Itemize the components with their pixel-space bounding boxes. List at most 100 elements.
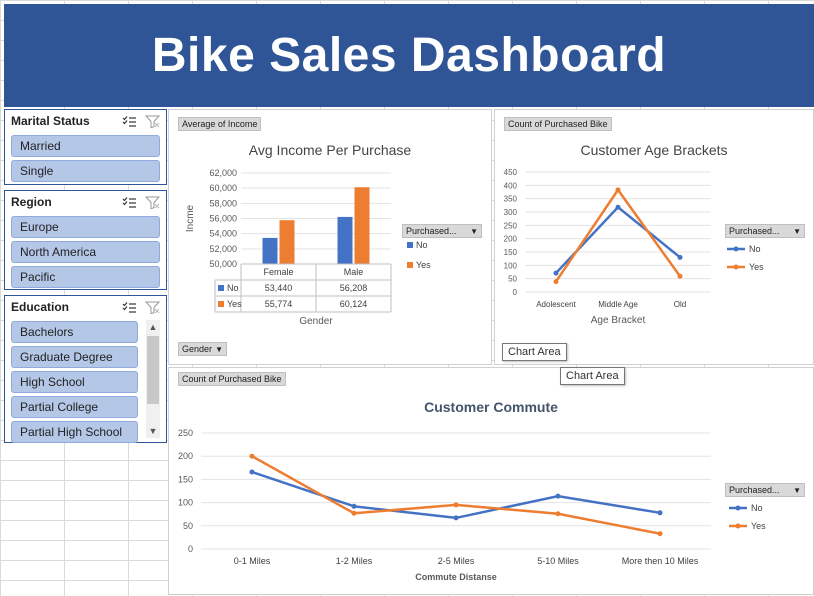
slicer-title: Education [11, 300, 70, 314]
table-series-label: No [227, 283, 239, 293]
multi-select-icon[interactable] [122, 196, 137, 209]
slicer-item[interactable]: Married [11, 135, 160, 157]
clear-filter-icon[interactable] [145, 301, 160, 314]
legend-marker [735, 505, 741, 511]
y-tick-label: 0 [513, 288, 518, 297]
y-tick-label: 50,000 [209, 259, 237, 269]
chart-area-tooltip: Chart Area [502, 343, 567, 361]
slicer-item[interactable]: Graduate Degree [11, 346, 138, 368]
y-tick-label: 450 [504, 168, 518, 177]
y-tick-label: 0 [188, 544, 193, 554]
y-tick-label: 58,000 [209, 198, 237, 208]
chart-panel-age[interactable]: Count of Purchased Bike Customer Age Bra… [494, 109, 814, 365]
axis-field-label: Gender [182, 344, 213, 354]
y-tick-label: 50 [183, 521, 193, 531]
legend-field-label: Purchased... [406, 226, 457, 236]
y-axis-label: Incme [185, 204, 196, 232]
slicer-education: Education Bachelors Graduate Degree High S… [4, 295, 167, 443]
data-point-no [553, 270, 559, 276]
y-tick-label: 56,000 [209, 214, 237, 224]
multi-select-icon[interactable] [122, 115, 137, 128]
x-tick-label: Female [263, 267, 293, 277]
legend-key-yes [407, 262, 413, 268]
scroll-up-icon[interactable]: ▲ [148, 322, 158, 332]
chart-title: Avg Income Per Purchase [248, 142, 412, 158]
slicer-item[interactable]: North America [11, 241, 160, 263]
slicer-item[interactable]: Single [11, 160, 160, 182]
x-tick-label: Adolescent [536, 300, 576, 309]
x-tick-label: 2-5 Miles [438, 556, 475, 566]
legend-field-button[interactable]: Purchased... ▼ [725, 483, 805, 497]
y-tick-label: 100 [504, 261, 518, 270]
clear-filter-icon[interactable] [145, 196, 160, 209]
commute-line-chart: 0 50 100 150 200 250 0-1 Miles 1-2 Miles 2-5 Mil… [178, 428, 766, 582]
dropdown-arrow-icon: ▼ [793, 227, 801, 236]
data-point-yes [615, 187, 621, 193]
slicer-item[interactable]: Bachelors [11, 321, 138, 343]
multi-select-icon[interactable] [122, 301, 137, 314]
legend-marker [733, 246, 739, 252]
dropdown-arrow-icon: ▼ [470, 227, 478, 236]
data-label: 53,440 [265, 283, 293, 293]
data-point-yes [555, 511, 561, 517]
legend-field-label: Purchased... [729, 485, 780, 495]
y-tick-label: 54,000 [209, 229, 237, 239]
series-line-no [251, 470, 661, 520]
chart-title: Customer Commute [424, 399, 558, 415]
y-tick-label: 150 [178, 474, 193, 484]
y-tick-label: 100 [178, 498, 193, 508]
data-point-yes [553, 279, 559, 285]
legend-label: No [749, 244, 761, 254]
data-point-yes [351, 510, 357, 516]
data-point-yes [677, 273, 683, 279]
bar-yes [279, 220, 295, 264]
y-tick-label: 60,000 [209, 183, 237, 193]
legend-field-button[interactable]: Purchased... ▼ [725, 224, 805, 238]
slicer-item[interactable]: Partial High School [11, 421, 138, 443]
y-tick-label: 50 [508, 275, 517, 284]
field-button-count-purchased[interactable]: Count of Purchased Bike [178, 372, 286, 386]
legend-label: No [751, 503, 763, 513]
y-tick-label: 350 [504, 195, 518, 204]
slicer-region: Region Europe North America Pacific [4, 190, 167, 290]
data-point-yes [249, 453, 255, 459]
dashboard-banner: Bike Sales Dashboard [4, 4, 814, 107]
slicer-item[interactable]: Partial College [11, 396, 138, 418]
y-tick-label: 62,000 [209, 168, 237, 178]
x-tick-label: 0-1 Miles [234, 556, 271, 566]
data-label: 56,208 [340, 283, 368, 293]
scroll-thumb[interactable] [147, 336, 159, 404]
table-legend-key [218, 285, 224, 291]
data-point-no [677, 254, 683, 260]
slicer-item[interactable]: High School [11, 371, 138, 393]
data-label: 60,124 [340, 299, 368, 309]
axis-field-button-gender[interactable]: Gender ▼ [178, 342, 228, 356]
dashboard-title: Bike Sales Dashboard [151, 29, 667, 82]
chart-title: Customer Age Brackets [580, 142, 728, 158]
x-tick-label: 1-2 Miles [336, 556, 373, 566]
scroll-down-icon[interactable]: ▼ [148, 426, 158, 436]
y-tick-label: 52,000 [209, 244, 237, 254]
age-line-chart: 0 50 100 150 200 250 300 350 400 450 Adolescent Mid… [504, 168, 765, 326]
legend-label: No [416, 240, 428, 250]
chart-panel-income[interactable]: Average of Income Avg Income Per Purchas… [168, 109, 492, 365]
slicer-marital-status: Marital Status Married Single [4, 109, 167, 185]
x-axis-label: Age Bracket [591, 315, 646, 326]
slicer-header: Education [5, 296, 166, 318]
x-axis-label: Commute Distanse [415, 572, 497, 582]
field-button-count-purchased[interactable]: Count of Purchased Bike [504, 117, 612, 131]
field-button-average-income[interactable]: Average of Income [178, 117, 262, 131]
slicer-item[interactable]: Europe [11, 216, 160, 238]
clear-filter-icon[interactable] [145, 115, 160, 128]
slicer-scrollbar[interactable]: ▲ ▼ [146, 320, 160, 438]
slicer-item[interactable]: Pacific [11, 266, 160, 288]
x-axis-label: Gender [299, 316, 333, 327]
chart-panel-commute[interactable]: Count of Purchased Bike Customer Commute… [168, 367, 814, 595]
y-tick-label: 250 [178, 428, 193, 438]
slicer-title: Marital Status [11, 114, 90, 128]
x-tick-label: Old [674, 300, 686, 309]
data-point-no [615, 204, 621, 210]
y-tick-label: 250 [504, 221, 518, 230]
y-tick-label: 300 [504, 208, 518, 217]
legend-field-button[interactable]: Purchased... ▼ [402, 224, 482, 238]
